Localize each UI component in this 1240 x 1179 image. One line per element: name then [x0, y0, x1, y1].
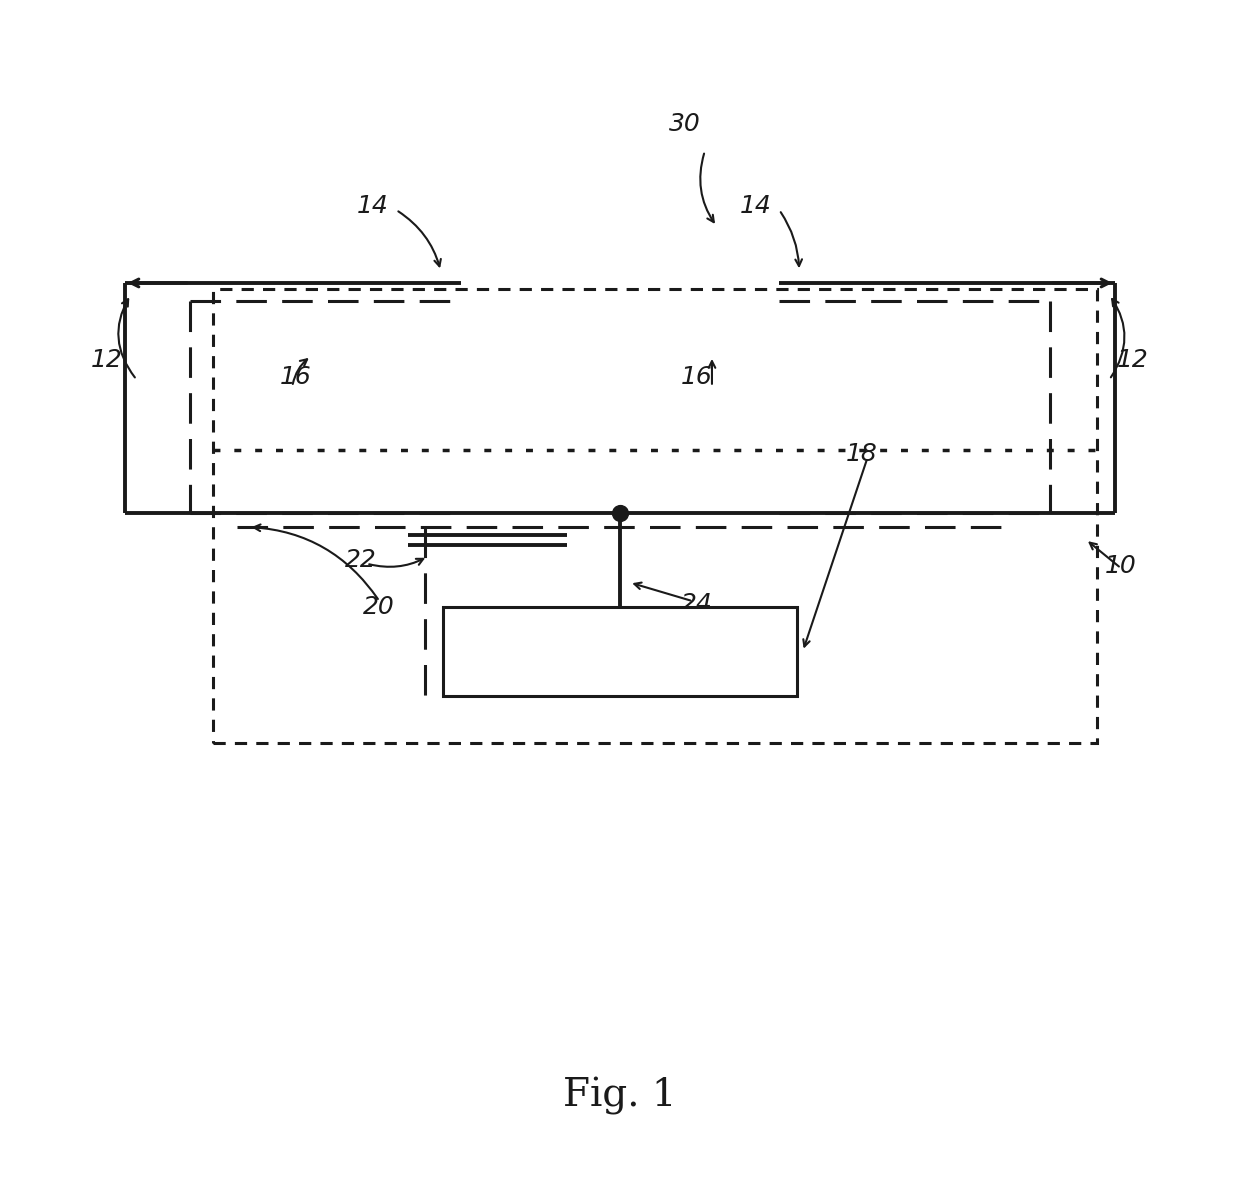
Text: 14: 14 — [357, 195, 388, 218]
Text: 18: 18 — [846, 442, 878, 466]
Bar — [443, 607, 797, 696]
Text: 16: 16 — [681, 365, 713, 389]
Text: 10: 10 — [1105, 554, 1137, 578]
Text: 30: 30 — [668, 112, 701, 136]
Text: 12: 12 — [92, 348, 123, 371]
Text: 14: 14 — [740, 195, 771, 218]
Text: 22: 22 — [345, 548, 377, 572]
Bar — [213, 289, 1097, 743]
Point — [610, 503, 630, 522]
Text: 20: 20 — [362, 595, 394, 619]
Text: Fig. 1: Fig. 1 — [563, 1078, 677, 1115]
Text: 24: 24 — [681, 592, 713, 615]
Text: 12: 12 — [1117, 348, 1148, 371]
Text: 16: 16 — [280, 365, 311, 389]
